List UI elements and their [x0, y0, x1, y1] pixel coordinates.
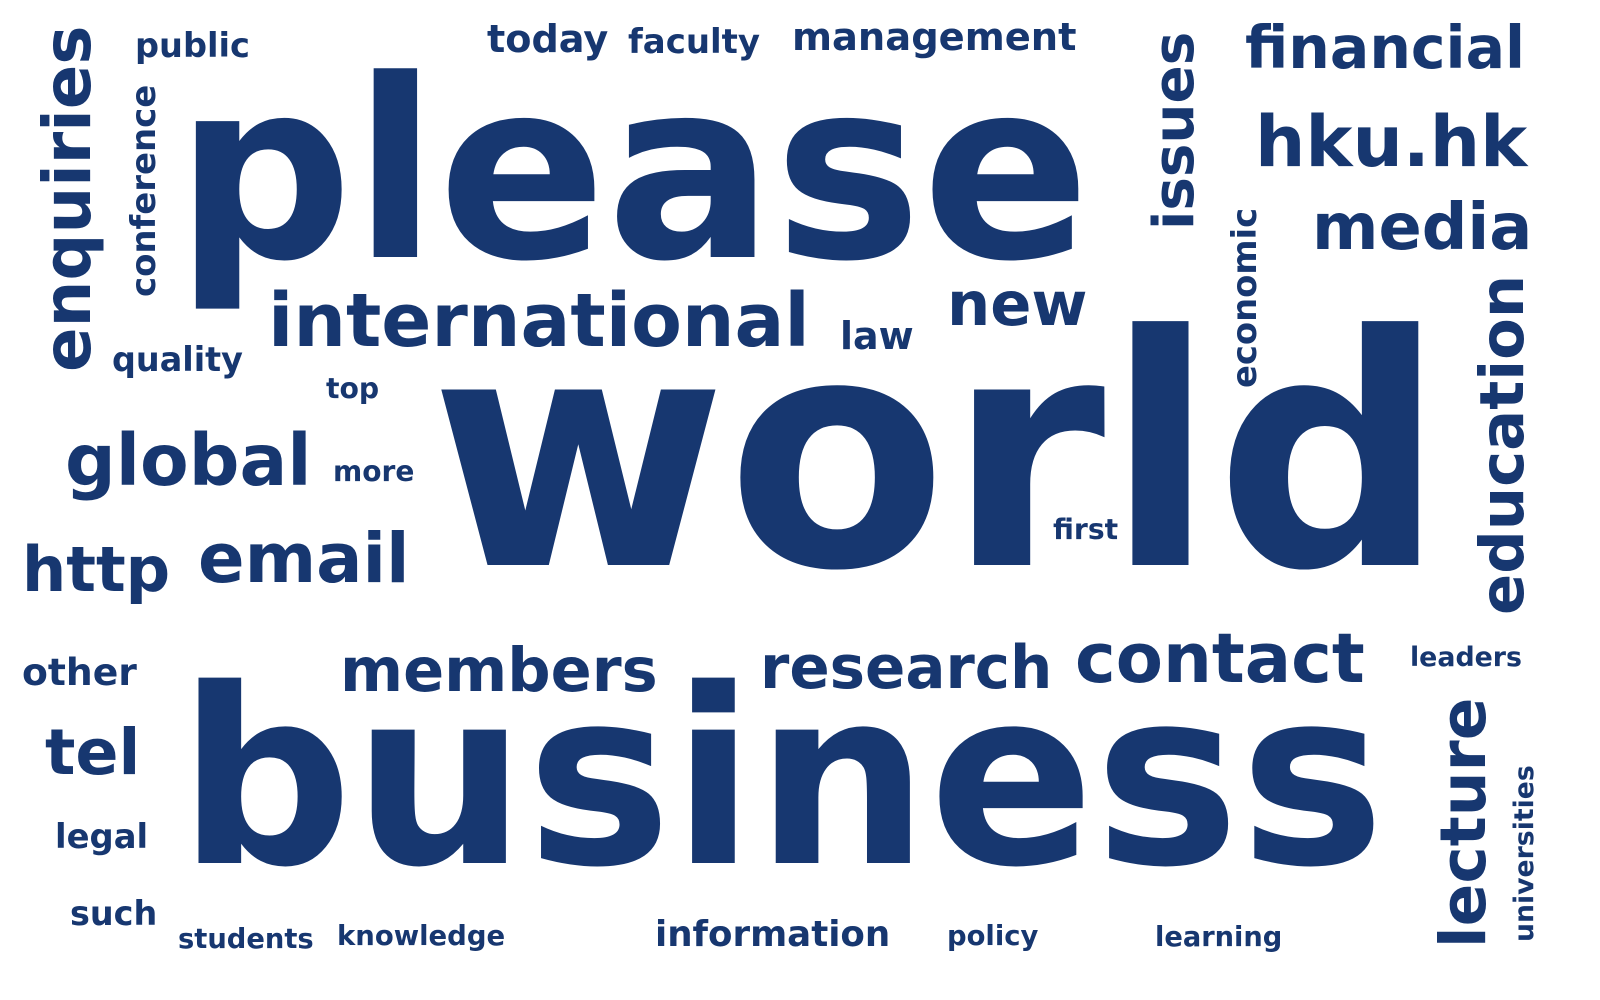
word-tel: tel	[45, 716, 141, 790]
word-enquiries: enquiries	[28, 25, 106, 372]
word-information: information	[655, 913, 891, 955]
word-lecture: lecture	[1427, 697, 1500, 948]
word-policy: policy	[947, 920, 1039, 952]
word-public: public	[135, 26, 250, 65]
word-business: business	[178, 637, 1385, 921]
word-education: education	[1467, 274, 1538, 615]
word-law: law	[840, 314, 914, 358]
word-first: first	[1053, 512, 1119, 546]
word-email: email	[198, 518, 410, 599]
word-issues: issues	[1142, 31, 1207, 230]
word-financial: financial	[1245, 14, 1526, 82]
word-knowledge: knowledge	[337, 920, 506, 952]
word-management: management	[792, 14, 1077, 60]
word-top: top	[326, 372, 380, 405]
word-media: media	[1312, 191, 1533, 265]
word-quality: quality	[112, 339, 243, 379]
word-such: such	[70, 893, 158, 933]
word-contact: contact	[1075, 618, 1365, 699]
word-international: international	[268, 278, 810, 364]
word-other: other	[22, 650, 137, 694]
word-students: students	[178, 923, 314, 955]
word-learning: learning	[1155, 921, 1283, 953]
word-today: today	[487, 18, 609, 62]
word-universities: universities	[1508, 765, 1540, 942]
word-leaders: leaders	[1410, 641, 1522, 673]
word-economic: economic	[1225, 207, 1264, 388]
word-please: please	[175, 26, 1091, 316]
word-members: members	[340, 635, 658, 706]
word-http: http	[22, 533, 171, 606]
word-legal: legal	[55, 816, 149, 856]
word-global: global	[65, 418, 312, 502]
word-new: new	[947, 269, 1088, 340]
word-more: more	[333, 455, 415, 488]
word-world: world	[430, 266, 1446, 641]
word-hku-hk: hku.hk	[1255, 100, 1528, 183]
word-faculty: faculty	[628, 22, 761, 62]
word-conference: conference	[124, 84, 163, 297]
word-research: research	[760, 633, 1053, 703]
